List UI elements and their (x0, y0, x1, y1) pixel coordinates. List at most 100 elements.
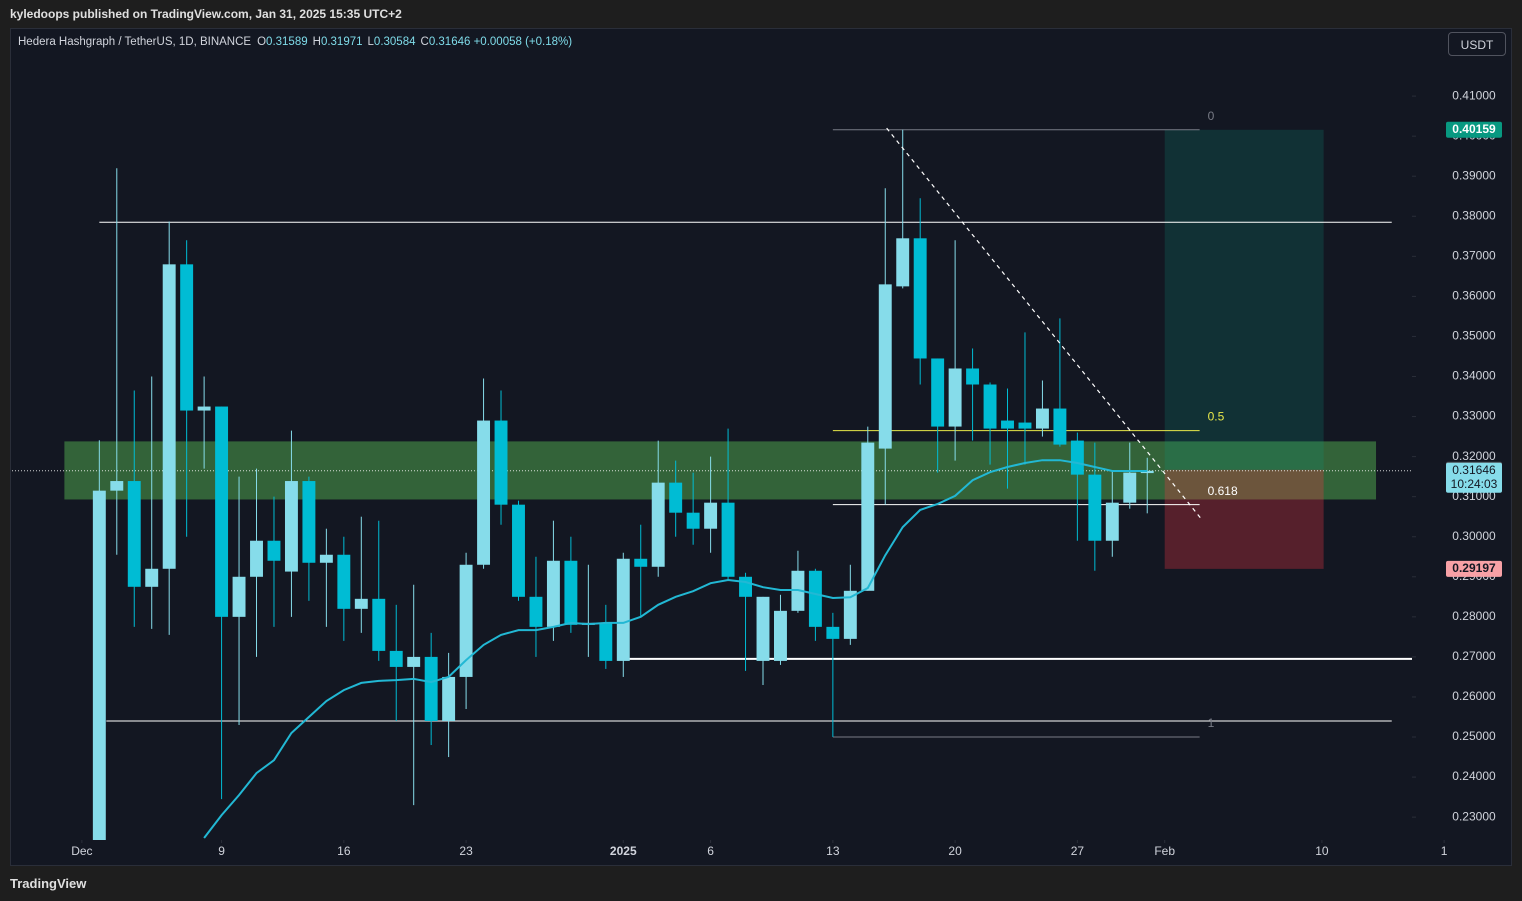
price-tag (1446, 121, 1502, 138)
candle-body (1001, 420, 1014, 429)
x-tick-label: 23 (459, 844, 473, 858)
ohlc: O0.31589 H0.31971 L0.30584 C0.31646 (251, 36, 470, 48)
candle-body (110, 481, 124, 491)
countdown: 10:24:03 (1451, 477, 1498, 491)
ohlc-label: H (312, 36, 321, 48)
ohlc-value: 0.30584 (373, 36, 416, 48)
change: +0.00058 (+0.18%) (473, 36, 573, 48)
ohlc-value: 0.31646 (428, 36, 471, 48)
candle-body (494, 420, 508, 505)
candle-body (861, 442, 875, 591)
y-tick-label: 0.30000 (1452, 529, 1496, 543)
ohlc-label: L (367, 36, 374, 48)
ohlc-label: O (257, 36, 267, 48)
candle-body (459, 564, 473, 677)
candle-body (634, 558, 648, 567)
x-tick-label: 27 (1071, 844, 1085, 858)
price-tag (1446, 462, 1502, 493)
candle-body (1035, 408, 1049, 429)
position-target (1164, 129, 1324, 470)
brand: TradingView (10, 876, 87, 891)
candle-body (948, 368, 962, 427)
candle-body (319, 554, 333, 563)
x-tick-label: 13 (826, 844, 840, 858)
candle-body (180, 264, 194, 411)
y-tick-label: 0.37000 (1452, 248, 1496, 262)
candle-body (267, 540, 281, 561)
candle-body (1123, 472, 1137, 503)
candle-body (512, 504, 525, 597)
candle-body (931, 358, 945, 427)
candle-body (896, 238, 910, 287)
y-tick-label: 0.25000 (1452, 729, 1496, 743)
y-tick-label: 0.26000 (1452, 689, 1496, 703)
candle-body (442, 676, 456, 721)
candle-body (389, 650, 403, 667)
x-tick-label: 10 (1315, 844, 1329, 858)
candle-body (477, 420, 491, 565)
x-tick-label: 1 (1441, 844, 1448, 858)
candle-body (337, 554, 351, 609)
y-tick-label: 0.33000 (1452, 409, 1496, 423)
candle-body (127, 481, 141, 587)
candle-body (1053, 408, 1067, 445)
candle-body (1070, 440, 1084, 475)
candle-body (599, 622, 613, 661)
x-tick-label: 16 (337, 844, 351, 858)
candle-body (354, 598, 368, 609)
ohlc-value: 0.31589 (266, 36, 308, 48)
y-tick-label: 0.32000 (1452, 449, 1496, 463)
y-tick-label: 0.34000 (1452, 369, 1496, 383)
ohlc-value: 0.31971 (320, 36, 363, 48)
candle-body (721, 502, 735, 577)
candle-body (407, 656, 421, 667)
fib-label: 0 (1208, 109, 1215, 123)
candle-body (878, 284, 892, 449)
candle-body (197, 406, 211, 411)
symbol: Hedera Hashgraph / TetherUS, 1D, BINANCE (18, 36, 252, 48)
candle-body (215, 406, 229, 617)
candle-body (162, 264, 176, 569)
candle-body (739, 576, 752, 597)
x-tick-label: 6 (707, 844, 714, 858)
x-tick-label: 2025 (610, 844, 637, 858)
candle-body (913, 238, 927, 359)
plot-area: 0 0.5 0.618 1 (12, 109, 1412, 840)
candle-body (704, 502, 718, 529)
fib-label: 1 (1208, 716, 1215, 730)
candle-body (616, 558, 630, 661)
moving-average (203, 459, 1148, 839)
symbol-legend: Hedera Hashgraph / TetherUS, 1D, BINANCE… (18, 36, 572, 48)
publisher-line: kyledoops published on TradingView.com, … (10, 7, 402, 21)
fib-label: 0.5 (1208, 410, 1225, 424)
candle-body (843, 590, 857, 639)
candle-body (145, 568, 159, 587)
y-tick-label: 0.36000 (1452, 289, 1496, 303)
candle-body (284, 481, 298, 572)
x-tick-label: 9 (218, 844, 225, 858)
x-tick-label: Dec (71, 844, 92, 858)
candle-body (1105, 502, 1119, 541)
y-tick-label: 0.38000 (1452, 208, 1496, 222)
candle-body (966, 368, 980, 385)
candle-body (808, 570, 822, 627)
price-tag-label: 0.29197 (1452, 561, 1496, 575)
candle-body (424, 656, 438, 721)
y-tick-label: 0.27000 (1452, 649, 1496, 663)
candle-body (983, 384, 997, 429)
candle-body (774, 610, 787, 661)
y-tick-label: 0.23000 (1452, 809, 1496, 823)
y-tick-label: 0.24000 (1452, 769, 1496, 783)
currency-button[interactable]: USDT (1448, 32, 1506, 56)
candle-body (302, 481, 316, 563)
x-tick-label: 20 (948, 844, 962, 858)
y-tick-label: 0.41000 (1452, 88, 1496, 102)
candle-body (92, 490, 106, 840)
candle-body (546, 560, 560, 627)
candle-body (529, 596, 543, 627)
candle-body (756, 596, 770, 661)
y-tick-label: 0.28000 (1452, 609, 1496, 623)
candle-body (1018, 422, 1032, 429)
